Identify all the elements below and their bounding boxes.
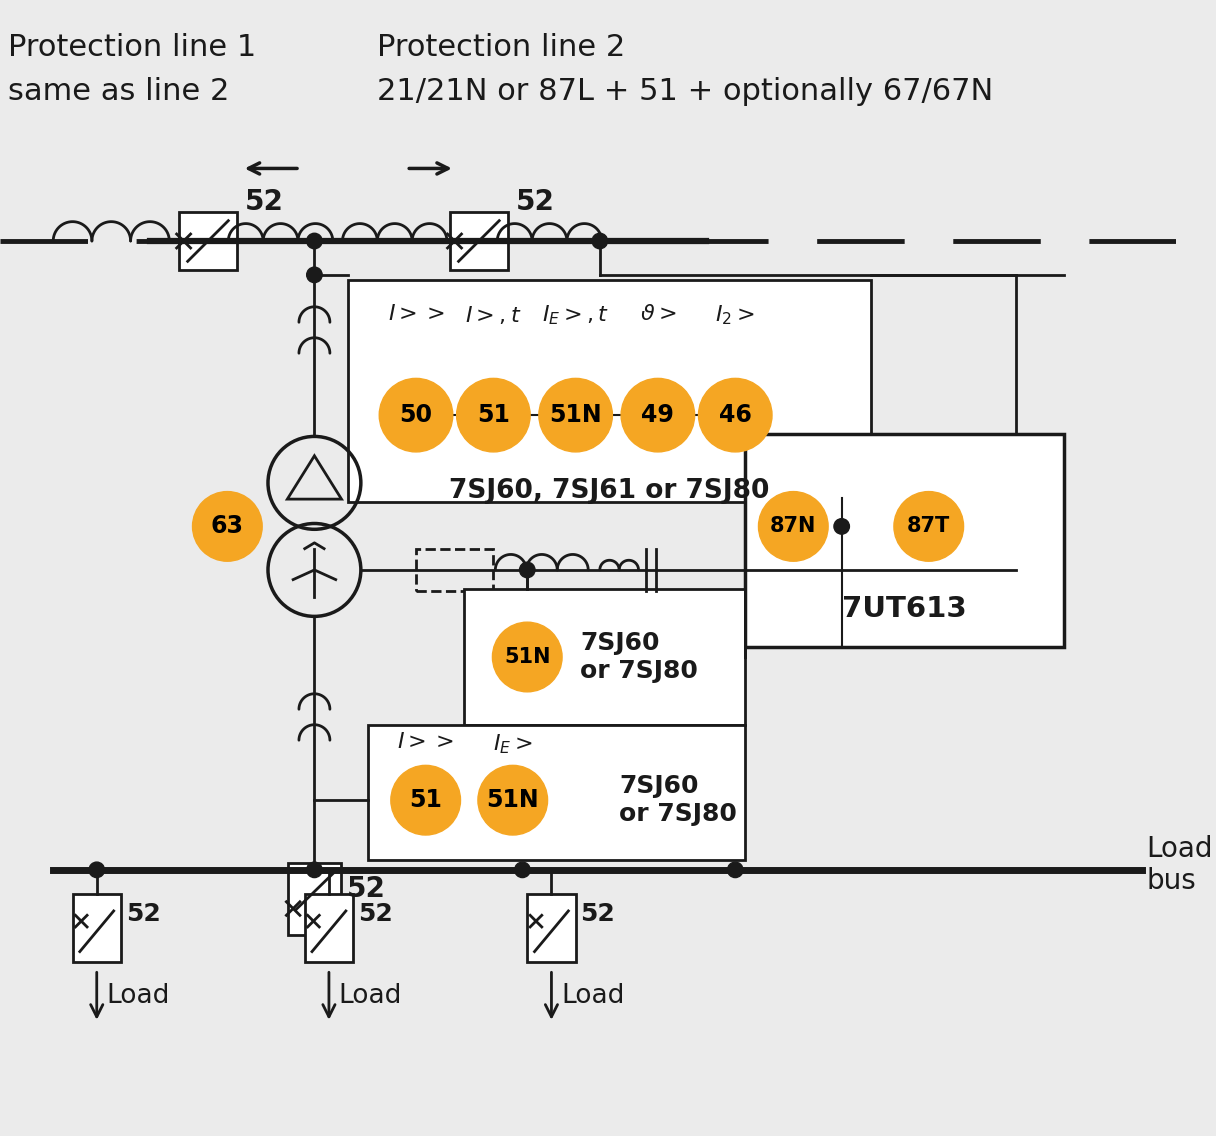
Circle shape bbox=[539, 378, 613, 452]
Text: 52: 52 bbox=[358, 902, 393, 926]
Bar bbox=[73, 894, 120, 962]
Text: 51N: 51N bbox=[486, 788, 539, 812]
Circle shape bbox=[492, 623, 562, 692]
Bar bbox=[745, 434, 1064, 648]
Text: 7SJ60
or 7SJ80: 7SJ60 or 7SJ80 bbox=[580, 632, 698, 683]
Circle shape bbox=[621, 378, 694, 452]
Circle shape bbox=[478, 766, 547, 835]
Circle shape bbox=[894, 492, 963, 561]
Text: 49: 49 bbox=[641, 403, 675, 427]
Text: Load: Load bbox=[561, 983, 625, 1009]
Bar bbox=[465, 590, 745, 725]
Bar bbox=[450, 212, 508, 270]
Text: 21/21N or 87L + 51 + optionally 67/67N: 21/21N or 87L + 51 + optionally 67/67N bbox=[377, 76, 993, 106]
Bar bbox=[305, 894, 353, 962]
Text: $I_2>$: $I_2>$ bbox=[715, 304, 755, 327]
Text: 52: 52 bbox=[347, 875, 385, 903]
Text: $I>>$: $I>>$ bbox=[388, 304, 444, 324]
Text: 7UT613: 7UT613 bbox=[843, 595, 967, 624]
Text: $I_E>, t$: $I_E>, t$ bbox=[542, 304, 609, 327]
Text: 52: 52 bbox=[244, 189, 283, 216]
Text: 51N: 51N bbox=[503, 648, 551, 667]
Bar bbox=[288, 862, 340, 935]
Text: 51: 51 bbox=[477, 403, 510, 427]
Bar bbox=[416, 549, 494, 591]
Circle shape bbox=[698, 378, 772, 452]
Text: Load
bus: Load bus bbox=[1147, 835, 1212, 895]
Text: 52: 52 bbox=[125, 902, 161, 926]
Text: $I_E>$: $I_E>$ bbox=[492, 733, 533, 757]
Text: 7SJ60
or 7SJ80: 7SJ60 or 7SJ80 bbox=[619, 775, 737, 826]
Text: 52: 52 bbox=[580, 902, 615, 926]
Circle shape bbox=[390, 766, 461, 835]
Circle shape bbox=[457, 378, 530, 452]
Circle shape bbox=[519, 562, 535, 578]
Text: Load: Load bbox=[338, 983, 402, 1009]
Circle shape bbox=[379, 378, 452, 452]
Text: Protection line 1: Protection line 1 bbox=[7, 33, 257, 62]
Circle shape bbox=[306, 267, 322, 283]
Text: 7SJ60, 7SJ61 or 7SJ80: 7SJ60, 7SJ61 or 7SJ80 bbox=[449, 478, 770, 504]
Text: $I>, t$: $I>, t$ bbox=[465, 304, 522, 326]
Circle shape bbox=[192, 492, 263, 561]
Text: same as line 2: same as line 2 bbox=[7, 76, 229, 106]
Circle shape bbox=[306, 862, 322, 878]
Text: 46: 46 bbox=[719, 403, 751, 427]
Text: 51N: 51N bbox=[550, 403, 602, 427]
Circle shape bbox=[727, 862, 743, 878]
Circle shape bbox=[592, 233, 608, 249]
Text: 87N: 87N bbox=[770, 517, 816, 536]
Circle shape bbox=[306, 233, 322, 249]
Bar bbox=[348, 279, 871, 502]
Text: 50: 50 bbox=[400, 403, 433, 427]
Circle shape bbox=[759, 492, 828, 561]
Bar bbox=[179, 212, 237, 270]
Text: 52: 52 bbox=[516, 189, 554, 216]
Circle shape bbox=[89, 862, 105, 878]
Text: 51: 51 bbox=[410, 788, 443, 812]
Text: $\vartheta>$: $\vartheta>$ bbox=[640, 304, 676, 324]
Text: Load: Load bbox=[107, 983, 170, 1009]
Bar bbox=[367, 725, 745, 860]
Bar bbox=[528, 894, 575, 962]
Text: 87T: 87T bbox=[907, 517, 951, 536]
Text: $I>>$: $I>>$ bbox=[398, 733, 454, 752]
Circle shape bbox=[834, 519, 850, 534]
Text: 63: 63 bbox=[210, 515, 244, 538]
Text: Protection line 2: Protection line 2 bbox=[377, 33, 625, 62]
Circle shape bbox=[514, 862, 530, 878]
